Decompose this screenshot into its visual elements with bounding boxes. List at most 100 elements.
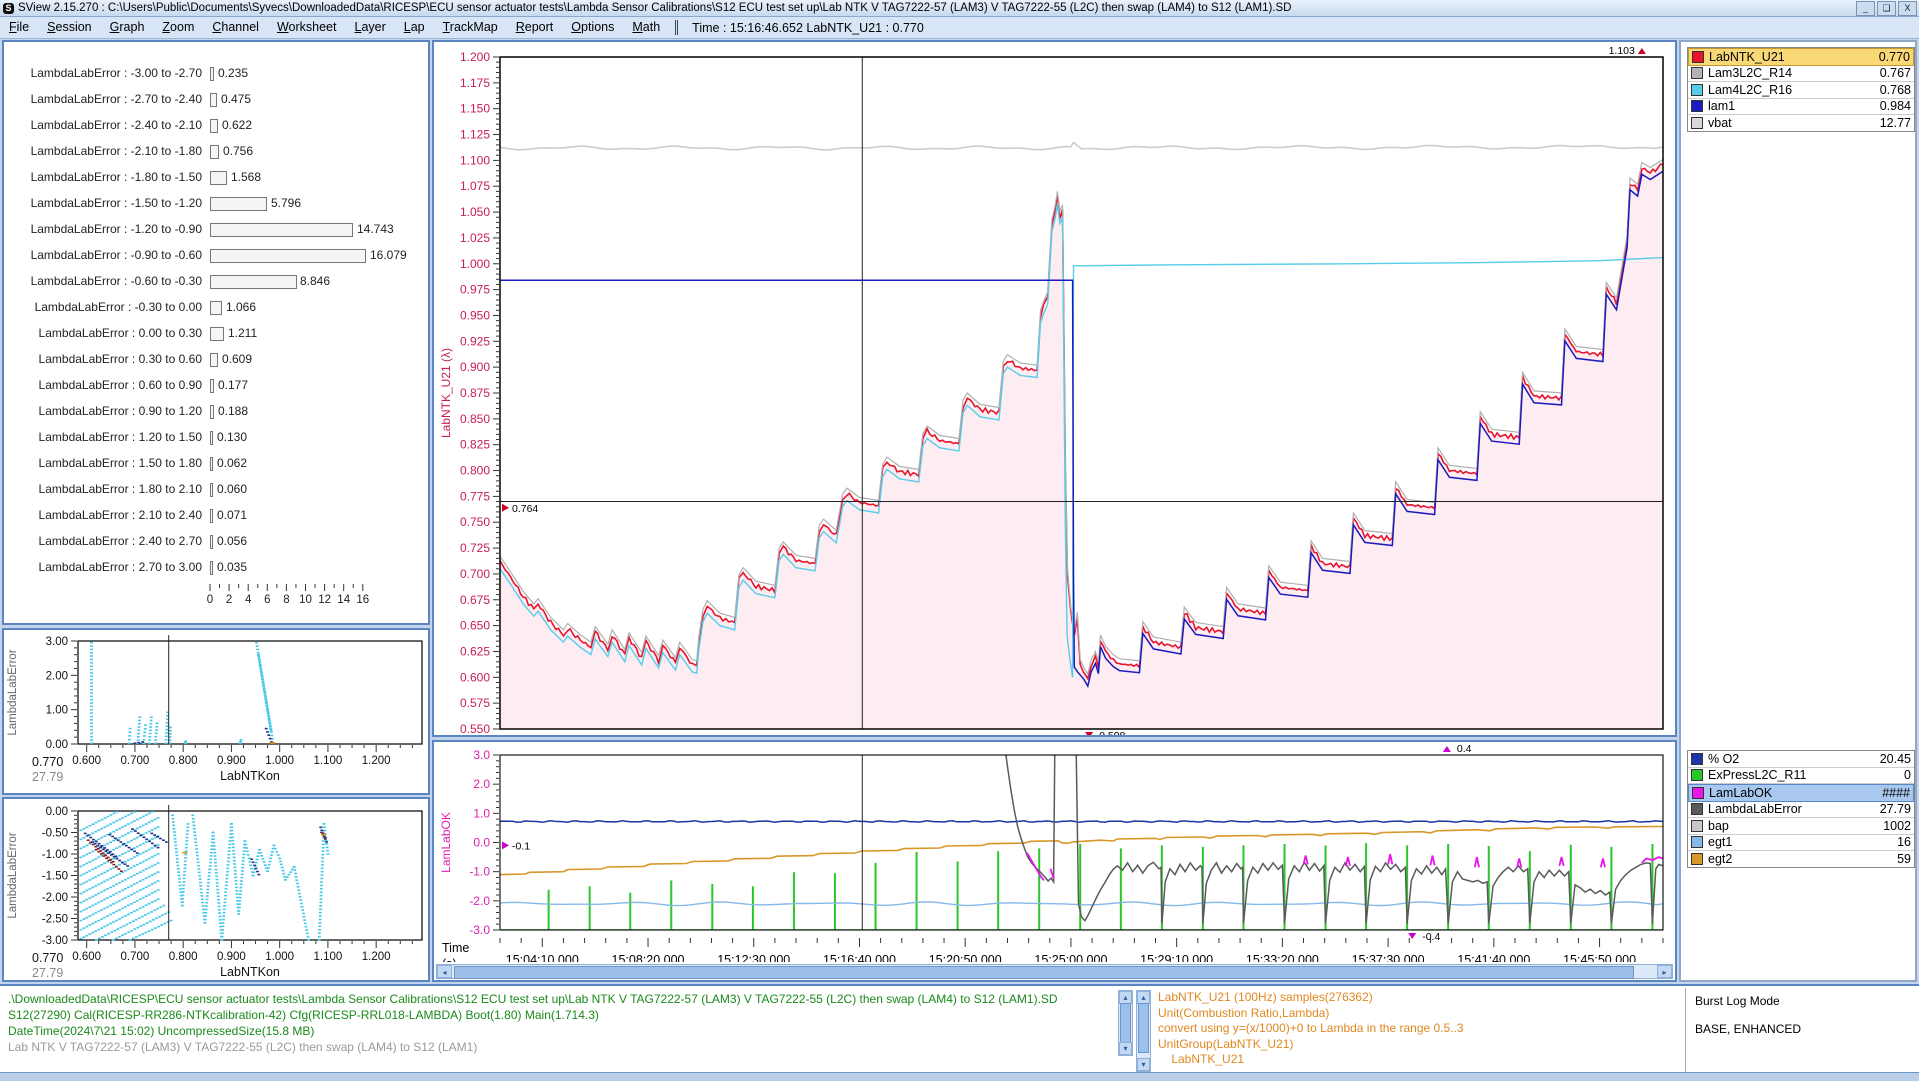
scrollbar-thumb[interactable] <box>1120 1003 1131 1043</box>
scroll-right-icon[interactable]: ▸ <box>1657 965 1672 978</box>
legend-swatch-lamlabok <box>1692 787 1704 799</box>
svg-text:-2.00: -2.00 <box>42 892 68 904</box>
scrollbar-thumb[interactable] <box>454 966 1634 979</box>
time-tick-label: 15:41:40.000 <box>1457 953 1530 962</box>
marker-value-label: 0.764 <box>512 503 538 515</box>
histogram-row-label: LambdaLabError : 2.70 to 3.00 <box>4 560 202 574</box>
legend-row[interactable]: lam10.984 <box>1688 99 1914 116</box>
main-lambda-chart[interactable]: 0.5500.5750.6000.6250.6500.6750.7000.725… <box>432 40 1677 737</box>
scroll-left-icon[interactable]: ◂ <box>437 965 452 978</box>
restore-button[interactable]: ❏ <box>1877 1 1896 16</box>
legend-row[interactable]: % O220.45 <box>1688 751 1914 768</box>
histogram-row: LambdaLabError : -2.10 to -1.800.756 <box>4 144 428 160</box>
legend-channel-name: ExPressL2C_R11 <box>1708 768 1904 782</box>
marker-value-label: -0.1 <box>512 840 530 852</box>
histogram-row-value: 0.062 <box>217 456 247 470</box>
histogram-row-label: LambdaLabError : -2.10 to -1.80 <box>4 144 202 158</box>
scrollbar-thumb[interactable] <box>1138 1003 1149 1053</box>
menu-item-zoom[interactable]: Zoom <box>153 17 203 38</box>
time-tick-label: 15:29:10.000 <box>1140 953 1213 962</box>
legend-row[interactable]: egt259 <box>1688 851 1914 867</box>
window-title: SView 2.15.270 : C:\Users\Public\Documen… <box>18 2 1291 14</box>
legend-row[interactable]: LabNTK_U210.770 <box>1688 48 1914 66</box>
time-tick-label: 15:08:20.000 <box>612 953 685 962</box>
svg-text:1.175: 1.175 <box>460 76 490 90</box>
bc-svg[interactable]: -3.0-2.0-1.00.01.02.03.0LamLabOK15:04:10… <box>434 742 1675 962</box>
histogram-row: LambdaLabError : -0.60 to -0.308.846 <box>4 274 428 290</box>
svg-text:2.00: 2.00 <box>46 670 68 682</box>
svg-text:0.625: 0.625 <box>460 644 490 658</box>
svg-text:1.100: 1.100 <box>460 153 490 167</box>
scatter-plot-positive-error[interactable]: 0.001.002.003.000.6000.7000.8000.9001.00… <box>2 628 430 795</box>
legend-main-chart: LabNTK_U210.770Lam3L2C_R140.767Lam4L2C_R… <box>1687 47 1915 132</box>
scatter-plot-negative-error[interactable]: -3.00-2.50-2.00-1.50-1.00-0.500.000.6000… <box>2 797 430 982</box>
histogram-row-value: 0.475 <box>221 92 251 106</box>
close-button[interactable]: X <box>1898 1 1917 16</box>
menu-item-layer[interactable]: Layer <box>345 17 394 38</box>
legend-row[interactable]: bap1002 <box>1688 818 1914 835</box>
histogram-row: LambdaLabError : 1.20 to 1.500.130 <box>4 430 428 446</box>
legend-channel-value: 0.768 <box>1880 83 1911 97</box>
histogram-bar <box>210 301 222 315</box>
scroll-down-icon[interactable]: ▾ <box>1137 1058 1150 1071</box>
menu-item-worksheet[interactable]: Worksheet <box>268 17 346 38</box>
histogram-row-label: LambdaLabError : 2.10 to 2.40 <box>4 508 202 522</box>
menu-item-math[interactable]: Math <box>623 17 669 38</box>
svg-text:-1.00: -1.00 <box>42 849 68 861</box>
histogram-row-label: LambdaLabError : 1.20 to 1.50 <box>4 430 202 444</box>
legend-row[interactable]: vbat12.77 <box>1688 115 1914 131</box>
scroll-down-icon[interactable]: ▾ <box>1119 1042 1132 1055</box>
legend-row[interactable]: egt116 <box>1688 835 1914 852</box>
secondary-time-chart[interactable]: -3.0-2.0-1.00.01.02.03.0LamLabOK15:04:10… <box>432 740 1677 982</box>
channel-info-line: convert using y=(x/1000)+0 to Lambda in … <box>1158 1021 1464 1035</box>
menu-item-trackmap[interactable]: TrackMap <box>434 17 507 38</box>
mid-status-scrollbar[interactable]: ▴ ▾ <box>1136 990 1151 1072</box>
menu-item-report[interactable]: Report <box>507 17 563 38</box>
histogram-bar <box>210 379 214 393</box>
x-axis-label: LabNTKon <box>220 965 280 979</box>
svg-text:1.100: 1.100 <box>314 951 343 963</box>
legend-swatch-egt2 <box>1691 853 1703 865</box>
cursor-y-value: 27.79 <box>32 770 63 784</box>
svg-text:0.800: 0.800 <box>169 755 198 767</box>
legend-row[interactable]: LamLabOK#### <box>1688 784 1914 802</box>
left-status-scrollbar[interactable]: ▴ ▾ <box>1118 990 1133 1056</box>
histogram-row-label: LambdaLabError : 1.80 to 2.10 <box>4 482 202 496</box>
svg-text:0.900: 0.900 <box>460 360 490 374</box>
menu-item-options[interactable]: Options <box>562 17 623 38</box>
svg-text:3.00: 3.00 <box>46 636 68 648</box>
error-histogram-panel[interactable]: LambdaLabError : -3.00 to -2.700.235Lamb… <box>2 40 430 625</box>
legend-row[interactable]: Lam4L2C_R160.768 <box>1688 82 1914 99</box>
histogram-row: LambdaLabError : 2.70 to 3.000.035 <box>4 560 428 576</box>
time-tick-label: 15:16:40.000 <box>823 953 896 962</box>
menu-item-lap[interactable]: Lap <box>395 17 434 38</box>
histogram-row-label: LambdaLabError : 2.40 to 2.70 <box>4 534 202 548</box>
legend-row[interactable]: Lam3L2C_R140.767 <box>1688 66 1914 83</box>
menu-item-graph[interactable]: Graph <box>101 17 154 38</box>
mc-svg[interactable]: 0.5500.5750.6000.6250.6500.6750.7000.725… <box>434 42 1675 735</box>
sc1-svg[interactable]: 0.001.002.003.000.6000.7000.8000.9001.00… <box>4 630 428 793</box>
histogram-bar <box>210 405 214 419</box>
histogram-bar <box>210 457 213 471</box>
legend-row[interactable]: LambdaLabError27.79 <box>1688 802 1914 819</box>
title-bar[interactable]: S SView 2.15.270 : C:\Users\Public\Docum… <box>0 0 1919 17</box>
histogram-row: LambdaLabError : 0.00 to 0.301.211 <box>4 326 428 342</box>
svg-text:0.875: 0.875 <box>460 386 490 400</box>
legend-row[interactable]: ExPressL2C_R110 <box>1688 768 1914 785</box>
histogram-row-value: 0.188 <box>218 404 248 418</box>
svg-text:0.825: 0.825 <box>460 438 490 452</box>
timeline-scrollbar[interactable]: ◂▸ <box>436 964 1673 979</box>
menu-item-channel[interactable]: Channel <box>203 17 268 38</box>
legend-channel-value: 20.45 <box>1880 752 1911 766</box>
minimize-button[interactable]: _ <box>1856 1 1875 16</box>
menu-item-file[interactable]: File <box>0 17 38 38</box>
legend-channel-value: 0.767 <box>1880 66 1911 80</box>
legend-swatch-lambdalaberror <box>1691 803 1703 815</box>
time-tick-label: 15:45:50.000 <box>1563 953 1636 962</box>
sc2-svg[interactable]: -3.00-2.50-2.00-1.50-1.00-0.500.000.6000… <box>4 799 428 980</box>
histogram-row-value: 0.060 <box>217 482 247 496</box>
svg-text:0.550: 0.550 <box>460 722 490 735</box>
svg-text:1.025: 1.025 <box>460 231 490 245</box>
burst-log-mode-label: Burst Log Mode <box>1695 994 1780 1008</box>
menu-item-session[interactable]: Session <box>38 17 100 38</box>
